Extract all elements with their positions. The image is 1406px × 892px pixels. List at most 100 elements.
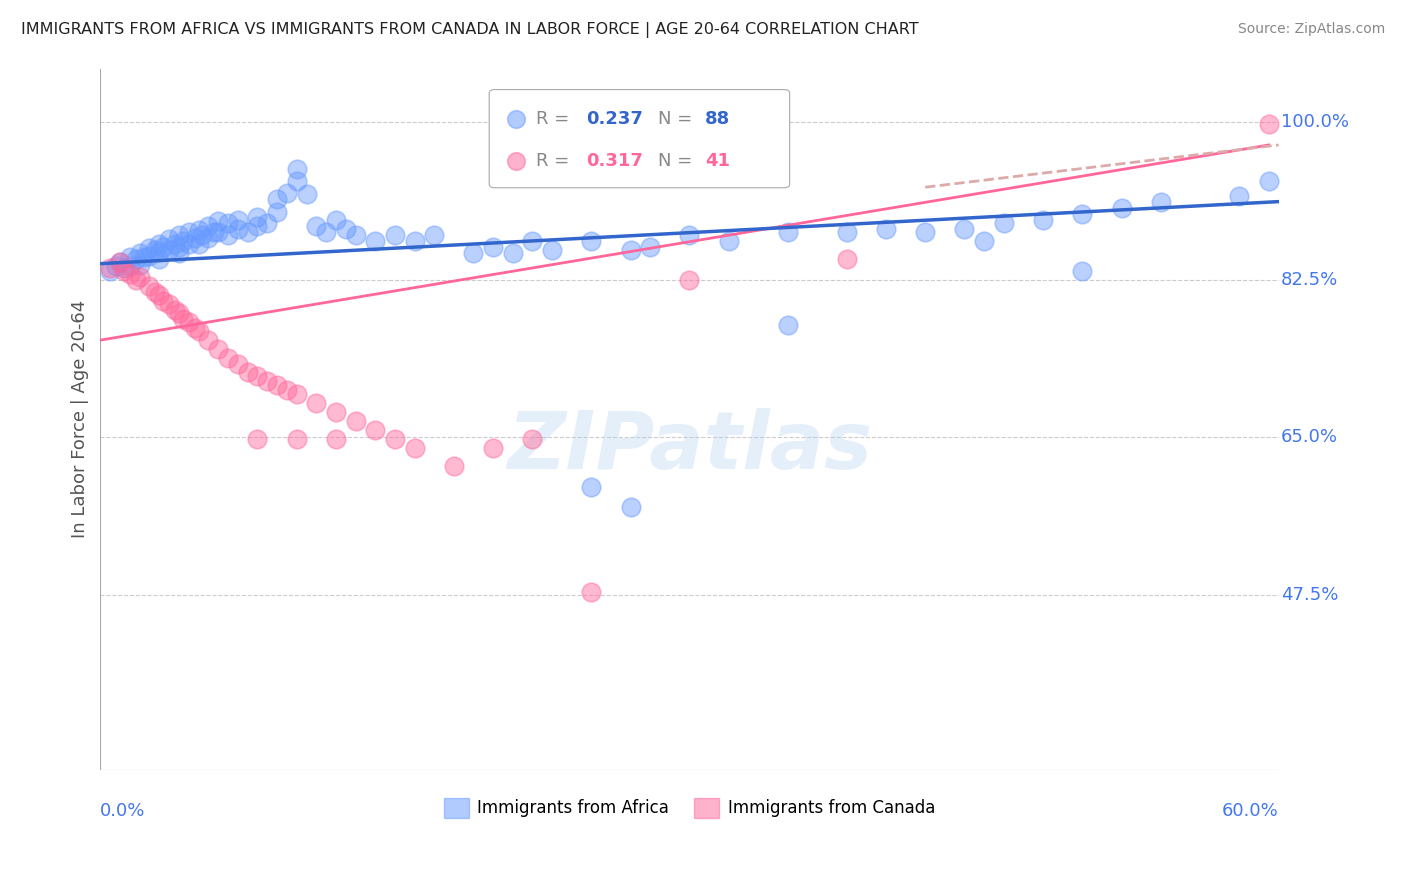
Point bbox=[125, 273, 148, 287]
Text: 0.0%: 0.0% bbox=[100, 802, 146, 820]
Point bbox=[157, 297, 180, 311]
Point bbox=[325, 212, 347, 227]
Text: 0.237: 0.237 bbox=[586, 110, 643, 128]
Point bbox=[776, 318, 799, 332]
Point bbox=[581, 234, 603, 248]
Point bbox=[226, 221, 249, 235]
Point bbox=[143, 285, 166, 299]
Text: R =: R = bbox=[536, 153, 575, 170]
Point bbox=[148, 288, 170, 302]
Point bbox=[463, 246, 485, 260]
Point bbox=[776, 225, 799, 239]
Point bbox=[1111, 201, 1133, 215]
Point bbox=[167, 227, 190, 242]
Point bbox=[226, 357, 249, 371]
Point bbox=[187, 236, 209, 251]
Point bbox=[285, 387, 308, 401]
Point bbox=[172, 311, 194, 326]
Point bbox=[118, 251, 141, 265]
Point bbox=[152, 293, 174, 308]
Point bbox=[581, 480, 603, 494]
Point bbox=[522, 432, 544, 446]
Point bbox=[266, 192, 288, 206]
Point bbox=[128, 258, 150, 272]
Text: 65.0%: 65.0% bbox=[1281, 428, 1339, 446]
Y-axis label: In Labor Force | Age 20-64: In Labor Force | Age 20-64 bbox=[72, 300, 89, 539]
Point bbox=[737, 113, 759, 128]
Legend: Immigrants from Africa, Immigrants from Canada: Immigrants from Africa, Immigrants from … bbox=[437, 791, 942, 825]
Text: 82.5%: 82.5% bbox=[1281, 271, 1339, 289]
Point bbox=[98, 261, 121, 276]
Point bbox=[183, 230, 205, 244]
Point bbox=[207, 225, 229, 239]
Point bbox=[256, 216, 278, 230]
Point bbox=[163, 236, 186, 251]
Point bbox=[384, 227, 406, 242]
Point bbox=[138, 241, 160, 255]
Point bbox=[202, 225, 225, 239]
Point bbox=[1150, 194, 1173, 209]
Point bbox=[167, 239, 190, 253]
Point bbox=[187, 324, 209, 338]
Point bbox=[364, 234, 387, 248]
Point bbox=[236, 366, 259, 380]
Text: N =: N = bbox=[658, 153, 697, 170]
Point bbox=[276, 384, 298, 398]
Point bbox=[423, 227, 446, 242]
Point bbox=[177, 315, 200, 329]
Point bbox=[285, 432, 308, 446]
Point bbox=[1257, 174, 1279, 188]
Point bbox=[197, 333, 219, 347]
FancyBboxPatch shape bbox=[489, 89, 790, 188]
Point bbox=[364, 423, 387, 437]
Point bbox=[128, 270, 150, 285]
Point bbox=[246, 369, 269, 384]
Point bbox=[993, 216, 1015, 230]
Point bbox=[148, 252, 170, 267]
Point bbox=[482, 239, 505, 253]
Point bbox=[581, 585, 603, 599]
Point bbox=[782, 235, 804, 249]
Point bbox=[236, 225, 259, 239]
Text: 47.5%: 47.5% bbox=[1281, 586, 1339, 604]
Point bbox=[112, 261, 135, 276]
Point bbox=[325, 405, 347, 419]
Point bbox=[177, 225, 200, 239]
Point bbox=[619, 243, 641, 257]
Point bbox=[256, 375, 278, 389]
Point bbox=[167, 306, 190, 320]
Point bbox=[1071, 207, 1094, 221]
Point bbox=[167, 246, 190, 260]
Point bbox=[717, 234, 740, 248]
Point bbox=[522, 234, 544, 248]
Point bbox=[207, 214, 229, 228]
Point bbox=[678, 227, 700, 242]
Text: 88: 88 bbox=[704, 110, 730, 128]
Text: IMMIGRANTS FROM AFRICA VS IMMIGRANTS FROM CANADA IN LABOR FORCE | AGE 20-64 CORR: IMMIGRANTS FROM AFRICA VS IMMIGRANTS FRO… bbox=[21, 22, 918, 38]
Point bbox=[678, 273, 700, 287]
Point bbox=[953, 221, 976, 235]
Point bbox=[384, 432, 406, 446]
Point bbox=[108, 255, 131, 269]
Point bbox=[105, 260, 128, 274]
Point bbox=[118, 267, 141, 281]
Point bbox=[835, 225, 858, 239]
Text: N =: N = bbox=[658, 110, 697, 128]
Point bbox=[678, 128, 700, 143]
Point bbox=[187, 223, 209, 237]
Point bbox=[325, 432, 347, 446]
Point bbox=[1032, 212, 1054, 227]
Point bbox=[305, 396, 328, 410]
Text: ZIPatlas: ZIPatlas bbox=[508, 409, 872, 486]
Point bbox=[172, 234, 194, 248]
Point bbox=[197, 219, 219, 233]
Point bbox=[305, 219, 328, 233]
Point bbox=[183, 320, 205, 334]
Point bbox=[157, 232, 180, 246]
Point bbox=[1257, 117, 1279, 131]
Text: R =: R = bbox=[536, 110, 575, 128]
Point bbox=[177, 236, 200, 251]
Point bbox=[315, 225, 337, 239]
Point bbox=[1071, 264, 1094, 278]
Point bbox=[152, 239, 174, 253]
